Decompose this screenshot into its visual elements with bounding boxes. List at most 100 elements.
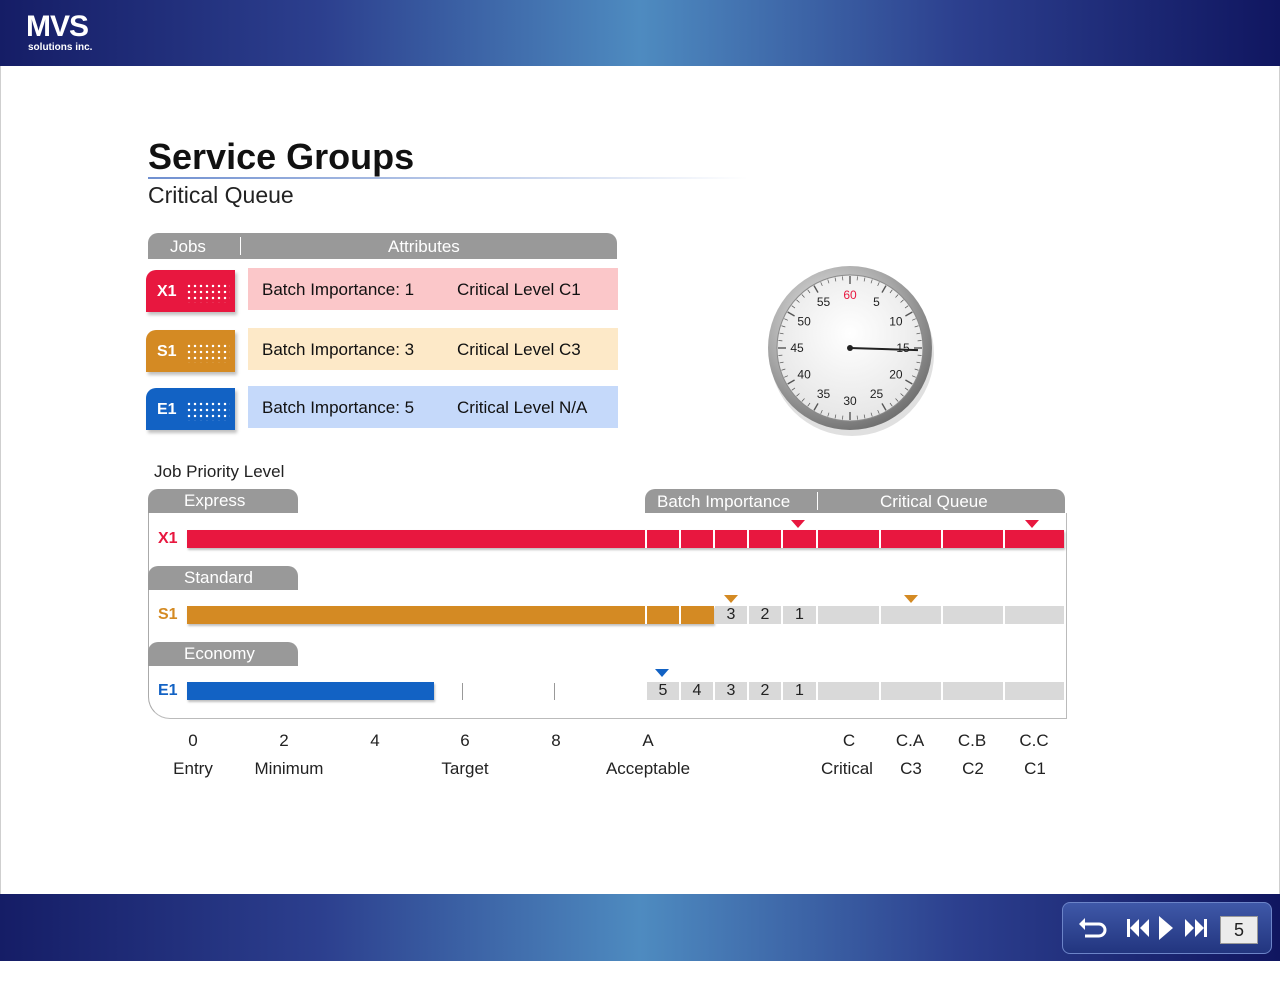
stopwatch-tick [834, 277, 837, 282]
attribute-row-e1: Batch Importance: 5 Critical Level N/A [248, 386, 618, 428]
s1-critical-slot [943, 606, 1003, 624]
x1-progress-bar [187, 530, 1064, 548]
stopwatch-tick [807, 289, 811, 294]
page-number[interactable]: 5 [1220, 916, 1258, 944]
job-grid-icon [186, 283, 230, 303]
stopwatch-label: 45 [790, 341, 804, 355]
stopwatch-tick [881, 285, 887, 293]
stopwatch-tick [796, 393, 800, 397]
divider [941, 530, 943, 548]
tab-express: Express [148, 489, 298, 513]
critical-level: Critical Level C3 [457, 340, 581, 359]
e1-step-5: 5 [647, 682, 679, 700]
stopwatch-tick [781, 368, 786, 371]
stopwatch-tick [916, 332, 921, 335]
stopwatch-tick [889, 402, 893, 407]
logo-subtitle: solutions inc. [28, 42, 93, 53]
stopwatch-tick [863, 277, 866, 282]
tab-label: Standard [184, 568, 253, 587]
table-header: Jobs Attributes [148, 233, 617, 259]
stopwatch-label: 55 [817, 295, 831, 309]
tab-label: Express [184, 491, 246, 510]
s1-batch-marker [724, 595, 738, 603]
stopwatch-tick [863, 414, 866, 419]
priority-header-right: Batch Importance Critical Queue [645, 489, 1065, 513]
row-label-x1: X1 [158, 530, 178, 547]
axis-name: Entry [173, 759, 213, 778]
stopwatch-tick [914, 325, 919, 328]
axis-name: Minimum [254, 759, 324, 778]
axis-value: C.B [957, 731, 987, 750]
s1-step-1: 1 [783, 606, 816, 624]
tab-label: Economy [184, 644, 255, 663]
axis-value: A [642, 731, 654, 750]
stopwatch-hub [847, 345, 853, 351]
stopwatch-tick [877, 282, 880, 287]
stopwatch-labels: 60 5 10 15 20 25 30 35 40 45 50 55 [790, 288, 910, 408]
scale-tick [554, 683, 555, 700]
axis-value: C.A [895, 731, 925, 750]
logo: MVS [26, 10, 89, 43]
stopwatch-tick [784, 375, 789, 378]
play-icon[interactable] [1157, 915, 1175, 941]
e1-step-4: 4 [681, 682, 713, 700]
priority-section-label: Job Priority Level [154, 462, 285, 481]
row-label-s1: S1 [158, 606, 178, 623]
axis-value: 8 [551, 731, 561, 750]
divider [645, 530, 647, 548]
job-tag-label: X1 [157, 283, 177, 300]
stopwatch-tick [827, 279, 830, 284]
divider [1003, 530, 1005, 548]
axis-value: 0 [188, 731, 198, 750]
divider [713, 530, 715, 548]
e1-batch-marker [655, 669, 669, 677]
stopwatch-label: 60 [843, 288, 857, 302]
stopwatch-tick [900, 299, 904, 303]
batch-importance: Batch Importance: 3 [262, 340, 415, 359]
critical-level: Critical Level C1 [457, 280, 581, 299]
stopwatch-tick [911, 318, 916, 321]
axis-name: C3 [900, 759, 922, 778]
e1-step-3: 3 [715, 682, 747, 700]
page-title: Service Groups [148, 136, 415, 177]
e1-step-1: 1 [783, 682, 816, 700]
stopwatch-tick [904, 387, 909, 391]
axis-name: Target [441, 759, 489, 778]
s1-critical-marker [904, 595, 918, 603]
e1-critical-slot [1005, 682, 1064, 700]
stopwatch-tick [827, 412, 830, 417]
stopwatch-tick [870, 279, 873, 284]
stopwatch-tick [916, 361, 921, 364]
job-tag-e1: E1 [146, 388, 235, 430]
stopwatch-tick [834, 414, 837, 419]
attribute-row-x1: Batch Importance: 1 Critical Level C1 [248, 268, 618, 310]
header-bar: MVS solutions inc. [0, 0, 1280, 66]
batch-importance-tab: Batch Importance [657, 492, 791, 511]
s1-critical-slot [881, 606, 941, 624]
stopwatch-tick [914, 368, 919, 371]
stopwatch-tick [911, 375, 916, 378]
divider [816, 530, 818, 548]
stopwatch-tick [813, 285, 819, 293]
stopwatch-label: 10 [889, 315, 903, 329]
e1-critical-slot [881, 682, 941, 700]
axis-name: C1 [1024, 759, 1046, 778]
replay-icon[interactable] [1075, 915, 1109, 941]
previous-icon[interactable] [1125, 915, 1151, 941]
attributes-header: Attributes [388, 237, 460, 256]
stopwatch-tick [905, 379, 913, 385]
stopwatch-tick [905, 311, 913, 317]
s1-step-2: 2 [749, 606, 781, 624]
next-icon[interactable] [1183, 915, 1209, 941]
axis-value: 2 [279, 731, 289, 750]
s1-progress-bar [187, 606, 714, 624]
stopwatch-tick [787, 311, 795, 317]
stopwatch-tick [877, 409, 880, 414]
page-subtitle: Critical Queue [148, 182, 294, 208]
stopwatch-hand [849, 347, 918, 352]
divider [879, 530, 881, 548]
divider [781, 530, 783, 548]
stopwatch-tick [779, 332, 784, 335]
stopwatch-tick [791, 305, 796, 309]
e1-step-2: 2 [749, 682, 781, 700]
